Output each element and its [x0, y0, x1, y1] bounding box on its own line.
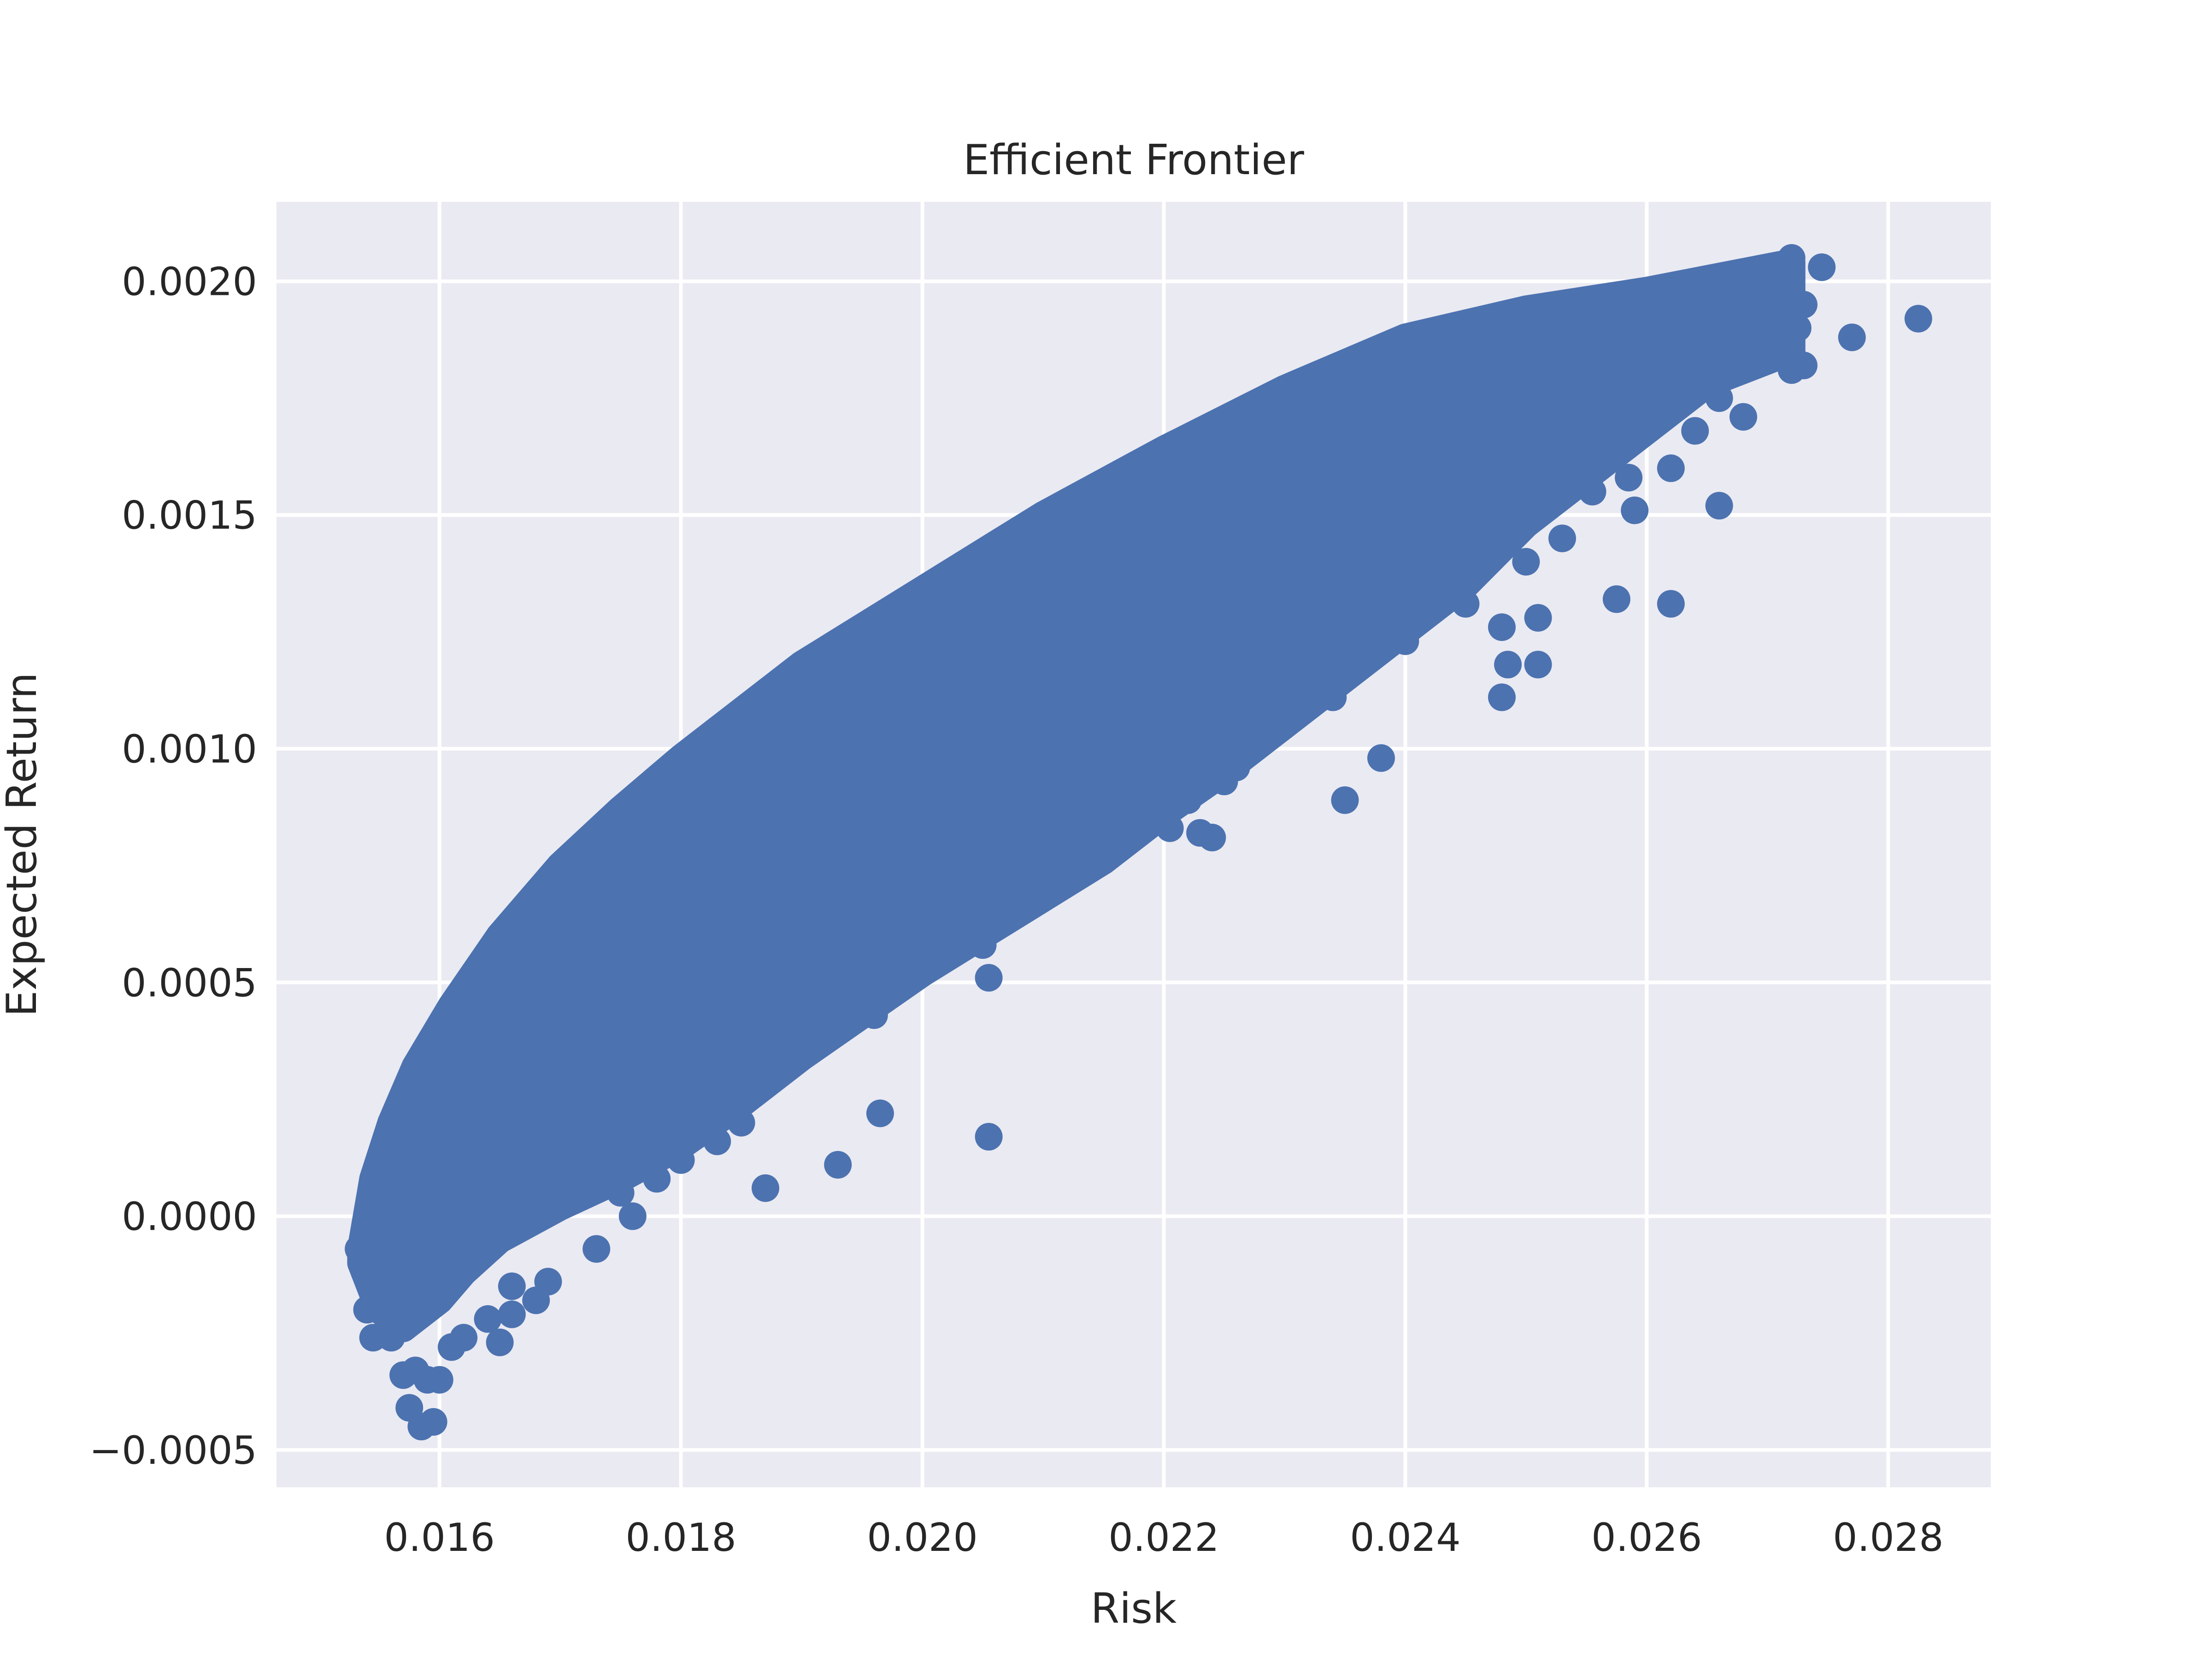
x-tick-label: 0.018: [625, 1515, 736, 1560]
data-point: [1615, 464, 1643, 492]
data-point: [969, 931, 997, 959]
data-point: [1488, 683, 1516, 711]
data-point: [486, 1328, 514, 1356]
data-point: [1633, 370, 1661, 398]
data-point: [1391, 627, 1419, 655]
data-point: [1524, 604, 1552, 632]
data-point: [353, 1296, 381, 1324]
data-point: [450, 1324, 478, 1352]
data-point: [1838, 323, 1866, 352]
data-point: [1602, 585, 1630, 613]
data-point: [1730, 403, 1757, 431]
y-tick-label: 0.0020: [122, 259, 257, 304]
data-point: [752, 1174, 779, 1202]
y-tick-label: 0.0010: [122, 727, 257, 772]
data-point: [1126, 819, 1154, 847]
chart-title: Efficient Frontier: [963, 136, 1304, 184]
data-point: [975, 964, 1003, 992]
x-tick-label: 0.022: [1108, 1515, 1219, 1560]
data-point: [1777, 244, 1806, 272]
data-point: [1705, 492, 1733, 520]
y-axis-ticks: −0.0005 0.0000 0.0005 0.0010 0.0015 0.0020: [89, 259, 257, 1473]
data-point: [854, 982, 882, 1010]
data-point: [1705, 384, 1733, 412]
data-point: [764, 1048, 792, 1076]
data-point: [345, 1235, 373, 1263]
data-point: [1548, 524, 1576, 552]
data-point: [1705, 323, 1733, 352]
data-point: [351, 1258, 379, 1286]
data-point: [945, 884, 973, 912]
data-point: [377, 1324, 405, 1352]
data-point: [643, 1165, 671, 1193]
data-point: [1789, 352, 1818, 380]
data-point: [534, 1268, 562, 1296]
data-point: [1089, 838, 1118, 866]
data-point: [1222, 753, 1250, 781]
data-point: [606, 1179, 635, 1207]
data-point: [1904, 305, 1932, 333]
data-point: [1415, 524, 1443, 552]
data-point: [866, 1099, 894, 1127]
x-tick-label: 0.020: [867, 1515, 977, 1560]
x-tick-label: 0.028: [1833, 1515, 1943, 1560]
y-tick-label: −0.0005: [89, 1428, 257, 1473]
data-point: [582, 1235, 611, 1263]
data-point: [824, 1151, 852, 1179]
data-point: [474, 1305, 502, 1333]
y-tick-label: 0.0000: [122, 1194, 257, 1239]
data-points: [345, 244, 1932, 1441]
data-point: [1367, 744, 1395, 772]
data-point: [1488, 613, 1516, 641]
y-axis-label: Expected Return: [0, 672, 46, 1016]
data-point: [1247, 716, 1275, 744]
data-point: [1343, 637, 1371, 664]
data-point: [1789, 291, 1818, 319]
data-point: [1578, 478, 1606, 505]
x-tick-label: 0.026: [1591, 1515, 1702, 1560]
data-point: [1307, 669, 1335, 697]
data-point: [1174, 786, 1202, 814]
data-point: [498, 1300, 526, 1328]
data-point: [1452, 511, 1480, 538]
data-point: [1156, 814, 1184, 842]
data-point: [727, 1109, 755, 1137]
data-point: [419, 1408, 447, 1436]
y-tick-label: 0.0015: [122, 493, 257, 538]
data-point: [498, 1272, 526, 1300]
data-point: [1681, 417, 1709, 445]
x-tick-label: 0.016: [384, 1515, 494, 1560]
data-point: [1512, 548, 1540, 576]
data-point: [1657, 590, 1685, 618]
data-point: [1808, 253, 1836, 281]
data-point: [618, 1202, 647, 1230]
data-point: [1198, 823, 1226, 851]
data-point: [975, 1123, 1003, 1151]
data-point: [1331, 786, 1359, 814]
data-point: [1512, 431, 1540, 459]
x-axis-label: Risk: [1091, 1585, 1177, 1633]
data-point: [1753, 295, 1782, 323]
data-point: [1029, 880, 1057, 908]
data-point: [1717, 346, 1745, 375]
data-point: [1373, 609, 1401, 637]
data-point: [1452, 590, 1480, 618]
data-point: [1621, 496, 1649, 524]
data-point: [1657, 454, 1685, 482]
data-point: [425, 1366, 453, 1394]
x-axis-ticks: 0.016 0.018 0.020 0.022 0.024 0.026 0.028: [384, 1515, 1943, 1560]
data-point: [667, 1146, 695, 1174]
data-point: [703, 1127, 731, 1156]
data-point: [1783, 314, 1812, 342]
data-point: [1584, 384, 1612, 412]
x-tick-label: 0.024: [1350, 1515, 1460, 1560]
data-point: [1524, 651, 1552, 679]
data-point: [1415, 576, 1443, 604]
y-tick-label: 0.0005: [122, 960, 257, 1005]
data-point: [812, 1020, 840, 1048]
data-point: [1494, 651, 1522, 679]
